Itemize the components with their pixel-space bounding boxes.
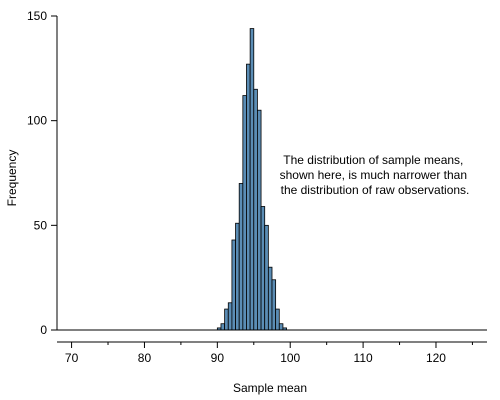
annotation-line-2: shown here, is much narrower than (280, 168, 467, 182)
y-tick-label: 50 (34, 218, 48, 232)
histogram-bar (242, 95, 247, 331)
x-tick-label: 80 (138, 351, 152, 365)
histogram-bar (224, 308, 229, 331)
histogram-bar (235, 222, 240, 331)
x-tick-label: 70 (65, 351, 79, 365)
histogram-bar (264, 224, 269, 331)
histogram-bar (249, 28, 255, 331)
histogram-bar (227, 302, 233, 331)
histogram-bar (267, 266, 273, 331)
histogram-bar (246, 63, 251, 331)
histogram-bars (216, 28, 287, 331)
axes (56, 16, 487, 343)
y-axis-label: Frequency (5, 150, 19, 207)
histogram-bar (253, 88, 258, 331)
histogram-bar (260, 206, 266, 331)
histogram-bar (238, 183, 244, 331)
histogram-bar (220, 323, 226, 331)
x-tick-label: 120 (426, 351, 446, 365)
histogram-bar (271, 279, 277, 331)
annotation: The distribution of sample means, shown … (280, 153, 471, 197)
tick-marks (51, 15, 473, 348)
x-axis-label: Sample mean (233, 381, 307, 395)
x-tick-label: 110 (354, 351, 373, 365)
histogram-bar (278, 323, 284, 331)
histogram-bar (231, 239, 236, 331)
x-tick-label: 100 (280, 351, 300, 365)
x-tick-label: 90 (211, 351, 225, 365)
tick-labels: 0 50 100 150 70 80 90 100 110 120 (27, 9, 446, 365)
histogram-bar (275, 308, 280, 331)
y-tick-label: 150 (27, 9, 47, 23)
annotation-line-1: The distribution of sample means, (283, 153, 463, 167)
histogram-bar (257, 109, 262, 331)
annotation-line-3: the distribution of raw observations. (281, 183, 470, 197)
y-tick-label: 0 (40, 323, 47, 337)
y-tick-label: 100 (27, 114, 47, 128)
